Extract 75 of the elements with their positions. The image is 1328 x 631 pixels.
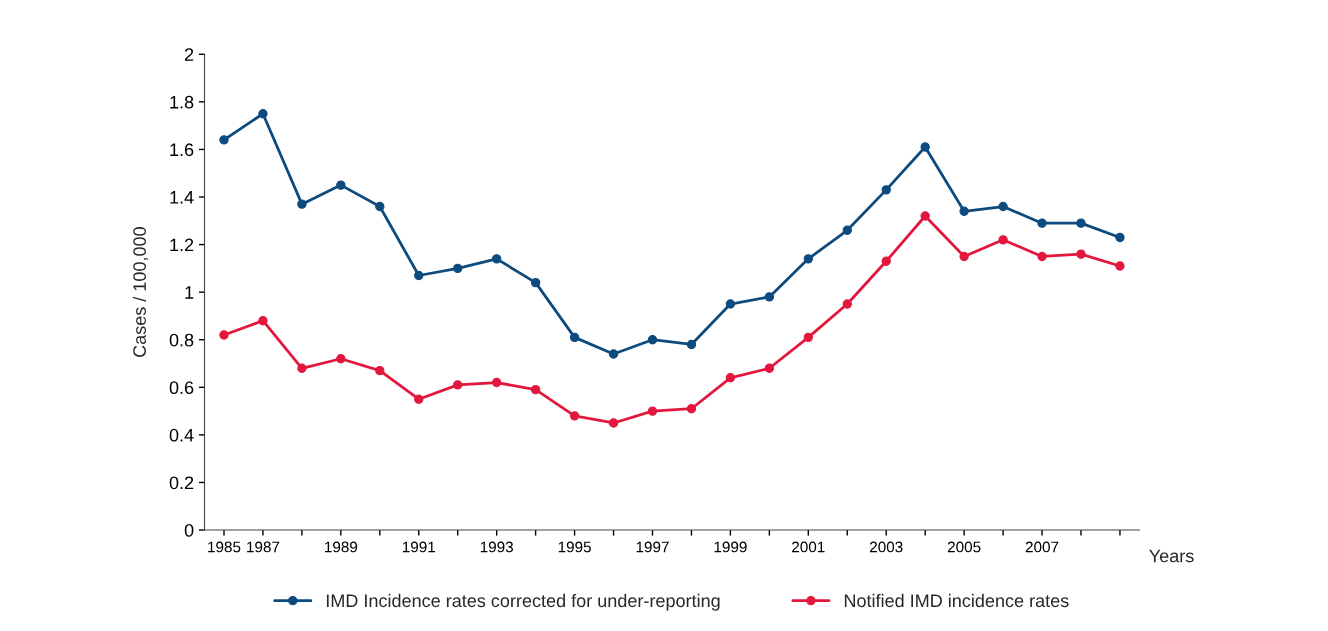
x-tick-label: 2007	[1025, 541, 1059, 553]
y-tick-label: 1.8	[170, 95, 194, 109]
x-tick-label: 1985	[208, 541, 241, 553]
point	[1037, 218, 1047, 228]
point	[219, 330, 229, 340]
x-tick-label: 2005	[947, 541, 981, 553]
y-tick-label: 0.4	[169, 428, 194, 442]
point	[1076, 218, 1086, 228]
point	[686, 339, 697, 350]
point	[414, 394, 424, 404]
point	[959, 206, 969, 216]
point	[491, 377, 502, 388]
point	[647, 406, 658, 416]
point	[764, 363, 775, 373]
point	[608, 418, 619, 428]
point	[375, 365, 385, 376]
point	[686, 404, 697, 414]
y-tick-label: 1.6	[170, 143, 194, 157]
x-tick-label: 2001	[792, 541, 825, 553]
point	[1037, 251, 1047, 262]
y-tick-label: 0.6	[169, 381, 194, 395]
point	[1076, 249, 1086, 259]
point	[258, 109, 268, 119]
point	[803, 254, 813, 264]
point	[881, 256, 891, 266]
point	[725, 299, 736, 309]
point	[297, 199, 307, 209]
point	[920, 211, 930, 221]
point	[959, 251, 969, 262]
x-tick-label: 1995	[558, 541, 591, 553]
x-tick-label: 1993	[480, 541, 513, 553]
x-tick-label: 1987	[247, 541, 280, 553]
point	[530, 385, 541, 395]
point	[725, 373, 736, 383]
point	[569, 332, 580, 343]
x-tick-label: 1989	[325, 541, 358, 553]
x-tick-label: 1991	[402, 541, 436, 553]
point	[647, 335, 658, 345]
point	[530, 277, 541, 288]
point	[608, 349, 619, 359]
point	[764, 292, 775, 302]
point	[336, 354, 346, 364]
point	[258, 316, 268, 326]
point	[842, 225, 852, 235]
point	[453, 263, 463, 274]
point	[842, 299, 852, 309]
point	[1115, 232, 1125, 243]
point	[453, 380, 463, 390]
point	[1115, 261, 1125, 271]
point	[881, 185, 891, 195]
point	[336, 180, 346, 190]
y-tick-label: 1.2	[170, 238, 194, 252]
x-tick-label: 2003	[870, 541, 903, 553]
y-tick-label: 0	[184, 523, 194, 537]
point	[491, 254, 502, 264]
point	[998, 201, 1008, 212]
point	[920, 142, 930, 152]
y-tick-label: 2	[184, 48, 194, 61]
legend-label: IMD Incidence rates corrected for under-reporting	[326, 593, 720, 611]
point	[998, 235, 1008, 245]
point	[219, 135, 229, 145]
point	[414, 270, 424, 281]
y-tick-label: 0.2	[169, 476, 194, 490]
point	[803, 332, 813, 343]
legend-label: Notified IMD incidence rates	[844, 593, 1069, 608]
point	[297, 363, 307, 373]
y-tick-label: 1	[185, 286, 194, 299]
point	[375, 201, 385, 212]
y-tick-label: 1.4	[170, 191, 194, 204]
x-axis-title: Years	[1149, 549, 1194, 563]
y-axis-title: Cases / 100,000	[132, 227, 149, 357]
x-tick-label: 1999	[714, 541, 747, 553]
point	[569, 411, 580, 421]
y-tick-label: 0.8	[169, 333, 194, 347]
x-tick-label: 1997	[636, 541, 669, 553]
